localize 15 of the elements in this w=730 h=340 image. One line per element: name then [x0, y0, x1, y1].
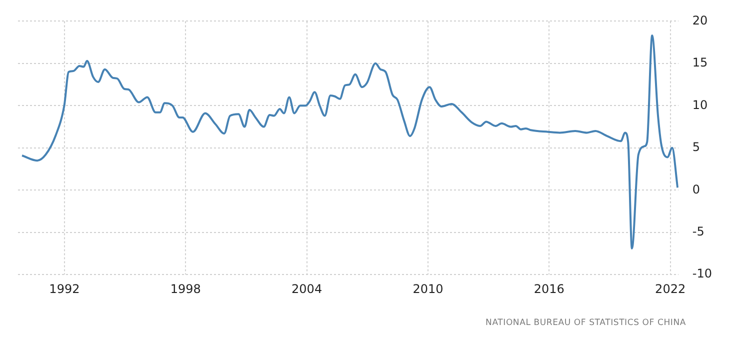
y-tick-label: 15 — [692, 56, 708, 70]
x-tick-label: 2016 — [534, 282, 564, 296]
y-tick-label: 10 — [692, 98, 708, 112]
y-tick-label: 0 — [692, 182, 700, 196]
line-series — [21, 34, 678, 250]
y-tick-label: -10 — [692, 266, 712, 281]
y-tick-label: 20 — [692, 13, 708, 28]
x-tick-label: 1992 — [49, 282, 80, 296]
x-tick-label: 1998 — [170, 282, 201, 296]
x-tick-label: 2004 — [292, 282, 322, 296]
x-tick-label: 2022 — [655, 282, 686, 296]
y-tick-label: 5 — [692, 140, 700, 154]
x-tick-label: 2010 — [412, 282, 444, 296]
y-tick-label: -5 — [692, 224, 704, 238]
text: NATIONAL BUREAU OF STATISTICS OF CHINA — [486, 318, 686, 328]
